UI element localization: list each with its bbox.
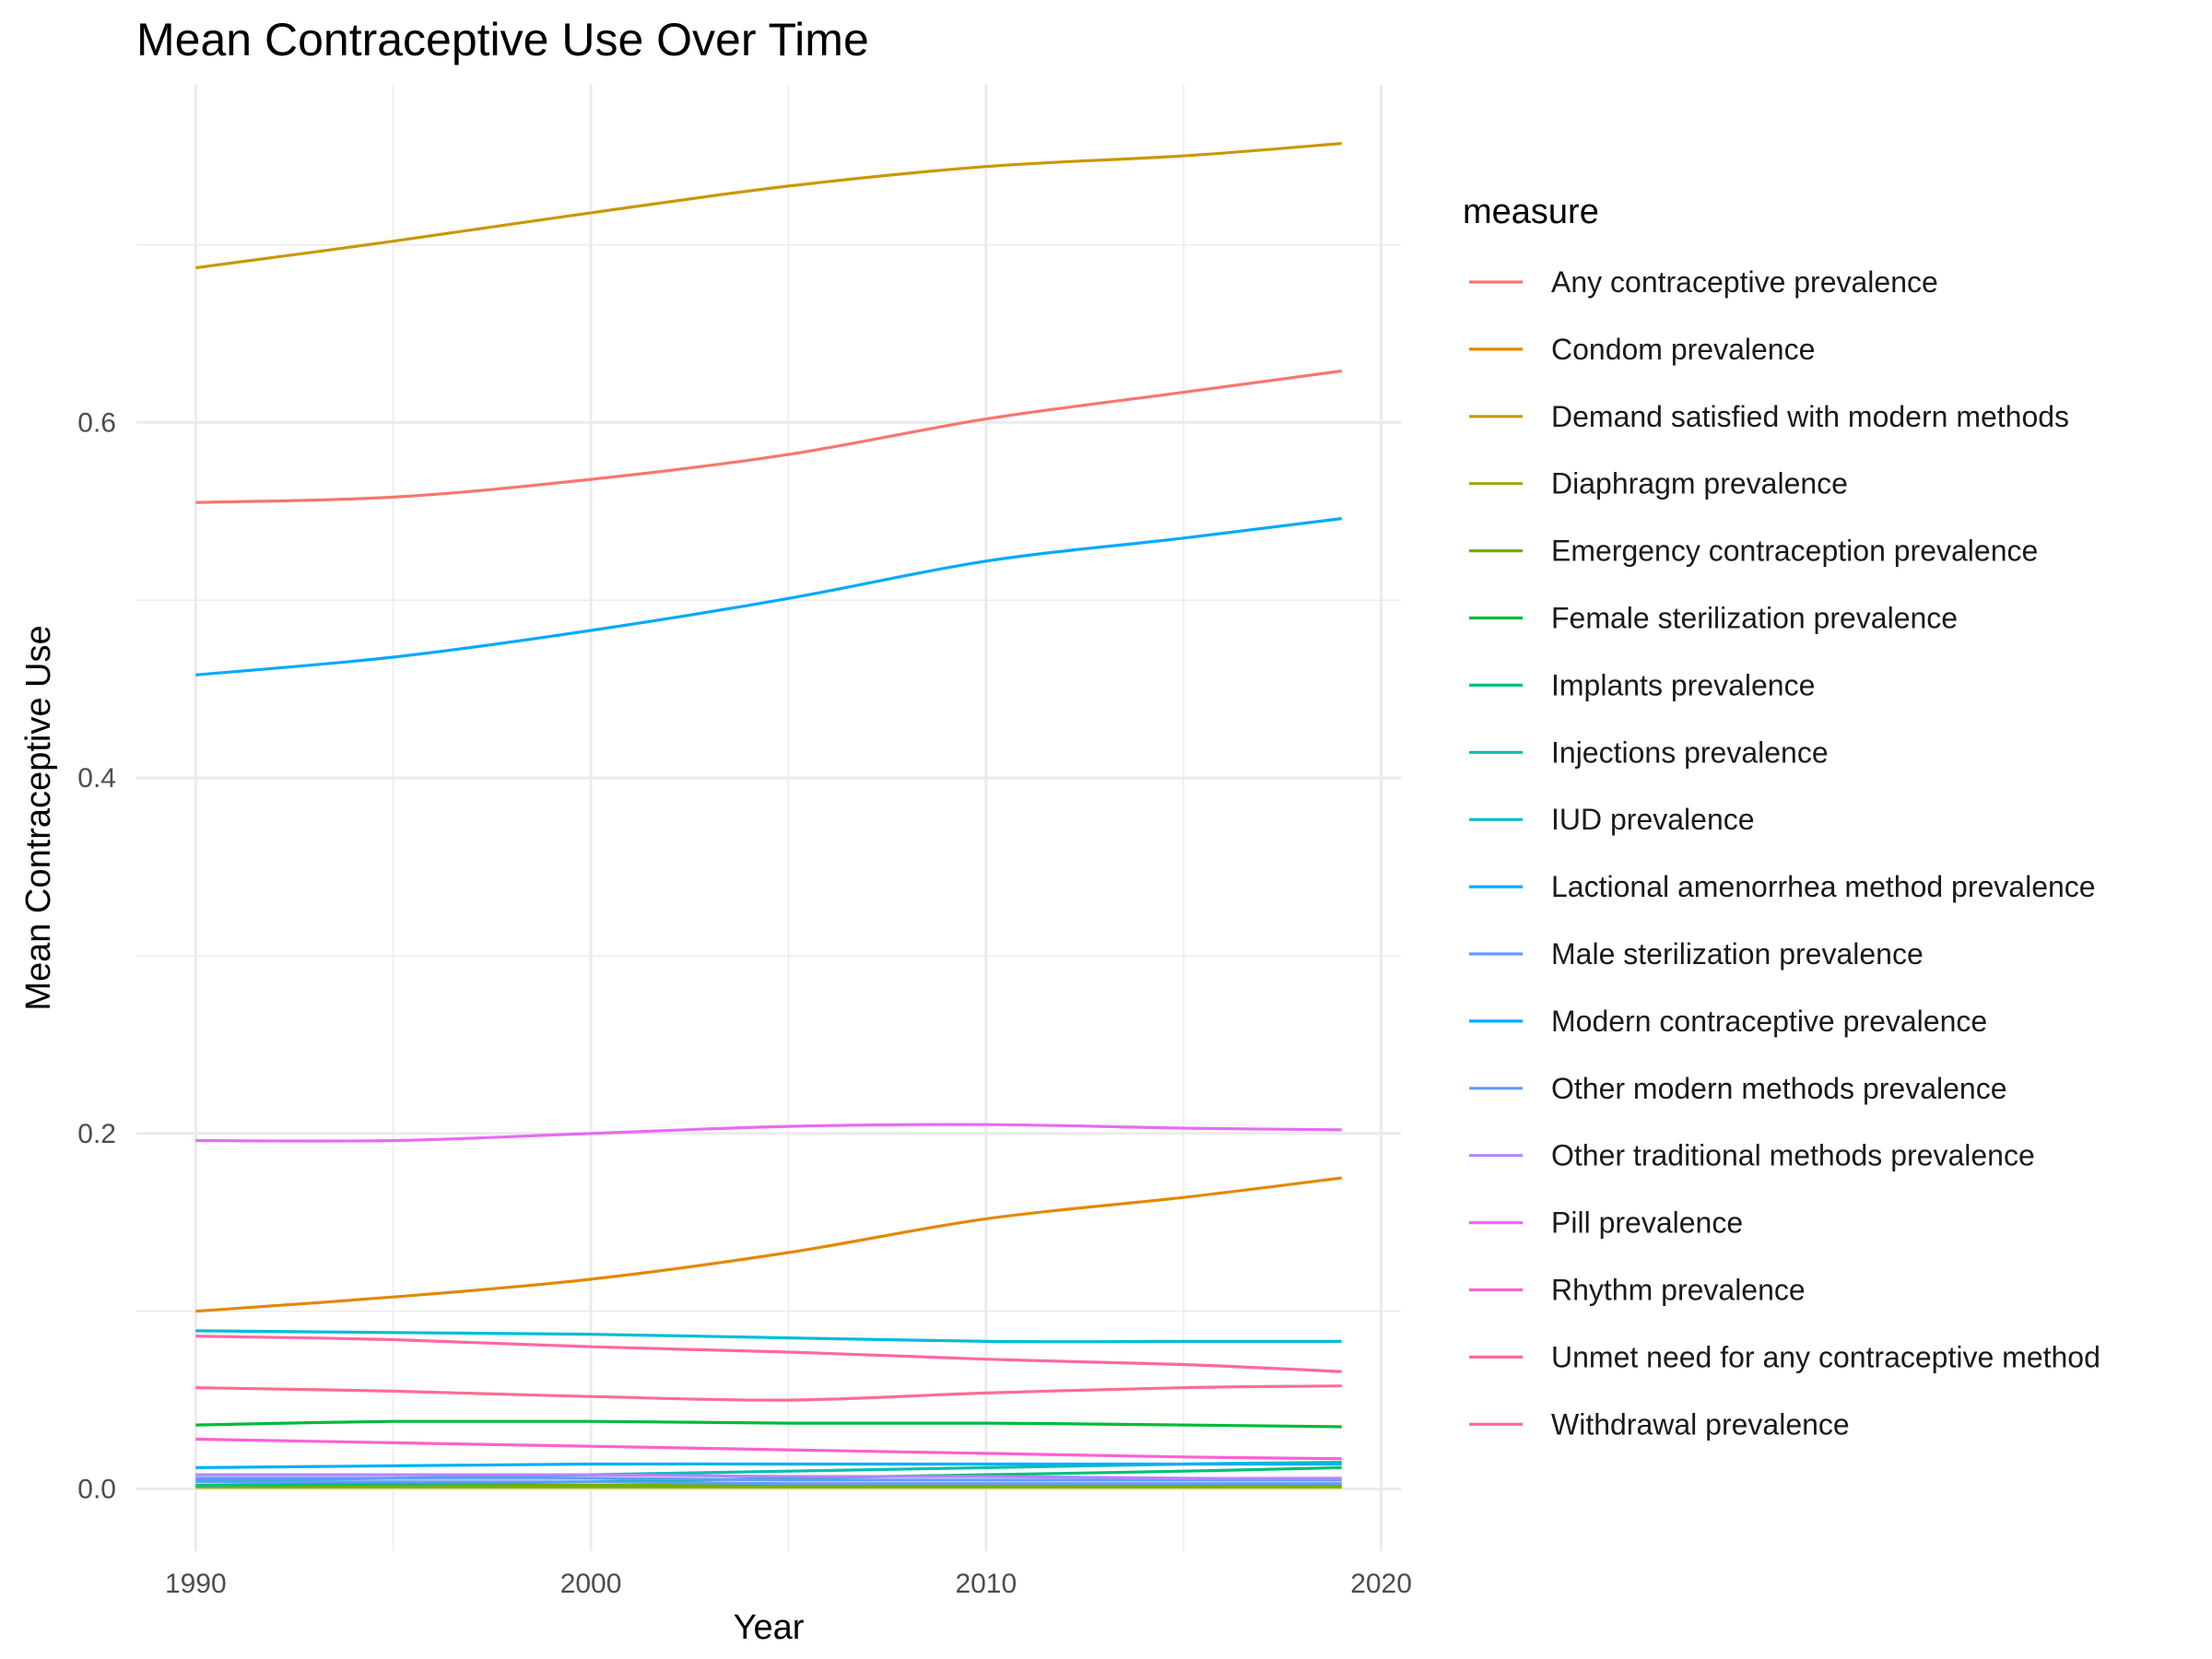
x-tick-label: 1990 [165,1569,227,1599]
series-line [195,1465,1342,1488]
legend-items: Any contraceptive prevalence Condom preva… [1469,265,2100,1441]
series-line [195,1384,1342,1402]
legend-label: Unmet need for any contraceptive method [1551,1340,2100,1373]
x-tick-label: 2020 [1350,1569,1412,1599]
y-tick-label: 0.4 [77,763,116,794]
y-tick-label: 0.2 [77,1119,116,1149]
series-line [195,369,1342,504]
series-line [195,1477,1342,1482]
series-line [195,142,1342,270]
legend: measure Any contraceptive prevalence Cond… [1463,193,2100,1441]
legend-label: Implants prevalence [1551,668,1815,701]
legend-label: Withdrawal prevalence [1551,1407,1850,1441]
series-line [195,1329,1342,1344]
legend-label: Emergency contraception prevalence [1551,535,2038,568]
series-line [195,1473,1342,1480]
legend-label: Male sterilization prevalence [1551,937,1924,971]
series-line [195,1437,1342,1461]
series-line [195,1480,1342,1486]
legend-label: Injections prevalence [1551,735,1829,769]
legend-label: IUD prevalence [1551,803,1755,836]
legend-label: Other modern methods prevalence [1551,1072,2006,1105]
x-axis-title: Year [734,1608,805,1647]
series-lines [195,142,1342,1489]
y-axis-ticks: 0.0 0.2 0.4 0.6 [77,407,116,1504]
legend-label: Lactional amenorrhea method prevalence [1551,870,2096,903]
series-line [195,517,1342,677]
chart-title: Mean Contraceptive Use Over Time [136,14,869,65]
legend-label: Pill prevalence [1551,1206,1743,1240]
series-line [195,1123,1342,1143]
legend-label: Diaphragm prevalence [1551,467,1848,500]
x-axis-ticks: 1990 2000 2010 2020 [165,1569,1412,1599]
y-tick-label: 0.6 [77,407,116,438]
legend-label: Female sterilization prevalence [1551,602,1958,635]
legend-label: Rhythm prevalence [1551,1274,1806,1307]
series-line [195,1462,1342,1469]
y-axis-title: Mean Contraceptive Use [19,625,58,1010]
legend-label: Condom prevalence [1551,333,1815,366]
legend-label: Modern contraceptive prevalence [1551,1005,1987,1038]
grid [136,85,1401,1551]
series-line [195,1176,1342,1313]
legend-label: Any contraceptive prevalence [1551,265,1938,299]
legend-label: Other traditional methods prevalence [1551,1139,2035,1172]
legend-label: Demand satisfied with modern methods [1551,400,2069,433]
legend-title: measure [1463,193,1599,231]
series-line [195,1335,1342,1373]
x-tick-label: 2010 [955,1569,1017,1599]
x-tick-label: 2000 [560,1569,622,1599]
y-tick-label: 0.0 [77,1475,116,1505]
series-line [195,1419,1342,1429]
